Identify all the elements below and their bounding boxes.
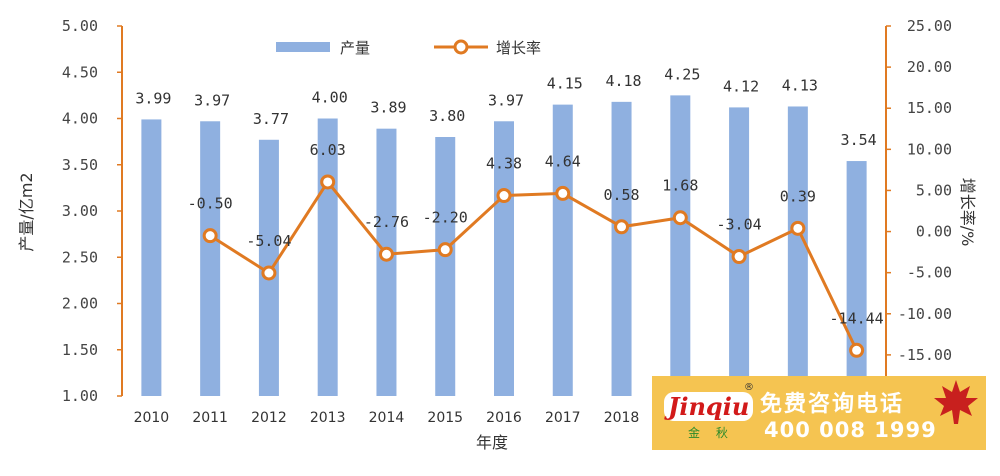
growth-point xyxy=(437,242,453,258)
legend-bar-swatch xyxy=(276,42,330,52)
growth-value-label: 0.39 xyxy=(780,187,816,205)
bar-value-label: 3.97 xyxy=(194,91,230,109)
x-tick-label: 2017 xyxy=(545,410,581,426)
growth-value-labels: -0.50 -5.04 6.03 -2.76 -2.20 4.38 4.64 0.58 1.68… xyxy=(188,141,884,327)
growth-value-label: -3.04 xyxy=(716,216,761,234)
right-tick-label: 5.00 xyxy=(916,181,952,199)
bar xyxy=(787,106,808,396)
bar-value-label: 3.97 xyxy=(488,91,524,109)
growth-point xyxy=(731,249,747,265)
growth-point xyxy=(555,185,571,201)
x-tick-label: 2018 xyxy=(604,410,640,426)
left-tick-label: 3.00 xyxy=(62,202,98,220)
bar-value-label: 3.80 xyxy=(429,107,465,125)
x-tick-label: 2013 xyxy=(310,410,346,426)
growth-point xyxy=(849,342,865,358)
bar-value-label: 4.13 xyxy=(782,76,818,94)
ad-registered-mark: ® xyxy=(744,382,754,393)
bar-value-label: 3.99 xyxy=(135,89,171,107)
bar-value-labels: 3.99 3.97 3.77 4.00 3.89 3.80 3.97 4.15 4.18 4.25… xyxy=(135,65,876,149)
x-axis-title: 年度 xyxy=(476,433,508,452)
left-tick-label: 5.00 xyxy=(62,17,98,35)
bar-value-label: 4.25 xyxy=(664,65,700,83)
growth-point xyxy=(614,219,630,235)
growth-point xyxy=(261,265,277,281)
left-tick-label: 1.00 xyxy=(62,387,98,405)
bar-value-label: 4.18 xyxy=(605,72,641,90)
right-axis-title: 增长率/% xyxy=(958,178,977,247)
growth-value-label: -0.50 xyxy=(188,195,233,213)
left-tick-label: 2.50 xyxy=(62,248,98,266)
right-tick-label: 10.00 xyxy=(907,140,952,158)
ad-title: 免费咨询电话 xyxy=(760,392,905,417)
growth-point xyxy=(378,246,394,262)
bar-value-label: 3.77 xyxy=(253,110,289,128)
x-tick-label: 2016 xyxy=(486,410,522,426)
left-axis-ticks: 1.00 1.50 2.00 2.50 3.00 3.50 4.00 4.50 5.00 xyxy=(62,17,122,405)
ad-phone-number[interactable]: 400 008 1999 xyxy=(764,418,937,442)
growth-point xyxy=(672,210,688,226)
growth-point xyxy=(496,188,512,204)
legend: 产量 增长率 xyxy=(276,39,541,57)
growth-point xyxy=(202,228,218,244)
bar xyxy=(435,137,456,396)
bar xyxy=(846,161,867,396)
right-tick-label: -10.00 xyxy=(898,305,952,323)
x-tick-label: 2011 xyxy=(192,410,228,426)
growth-point xyxy=(790,220,806,236)
growth-line xyxy=(202,174,865,358)
advertisement-banner[interactable]: Jinqiu ® 金 秋 免费咨询电话 400 008 1999 xyxy=(652,376,986,450)
x-axis-ticks: 2010 2011 2012 2013 2014 2015 2016 2017 2018 xyxy=(134,410,640,426)
growth-value-label: 4.64 xyxy=(545,152,581,170)
bar xyxy=(552,104,573,396)
ad-brand-logo: Jinqiu xyxy=(664,392,754,421)
x-tick-label: 2014 xyxy=(369,410,405,426)
growth-value-label: 1.68 xyxy=(662,177,698,195)
growth-value-label: 6.03 xyxy=(310,141,346,159)
growth-value-label: 4.38 xyxy=(486,155,522,173)
left-axis-title: 产量/亿m2 xyxy=(17,172,36,251)
growth-value-label: -2.20 xyxy=(423,209,468,227)
legend-bar-label: 产量 xyxy=(340,39,370,57)
right-tick-label: 25.00 xyxy=(907,17,952,35)
right-tick-label: -5.00 xyxy=(907,264,952,282)
growth-value-label: -14.44 xyxy=(830,309,884,327)
left-tick-label: 4.50 xyxy=(62,63,98,81)
left-tick-label: 2.00 xyxy=(62,295,98,313)
growth-point xyxy=(320,174,336,190)
bar xyxy=(670,95,691,396)
right-tick-label: -15.00 xyxy=(898,346,952,364)
x-tick-label: 2010 xyxy=(134,410,170,426)
bar xyxy=(141,119,162,397)
x-tick-label: 2012 xyxy=(251,410,287,426)
bar-value-label: 3.89 xyxy=(370,99,406,117)
growth-value-label: 0.58 xyxy=(603,186,639,204)
left-tick-label: 4.00 xyxy=(62,110,98,128)
left-tick-label: 3.50 xyxy=(62,156,98,174)
bar xyxy=(317,118,338,396)
bar xyxy=(376,128,397,397)
x-tick-label: 2015 xyxy=(427,410,463,426)
right-axis-ticks: -20.00-15.00-10.00-5.000.005.0010.0015.0… xyxy=(886,17,952,405)
left-tick-label: 1.50 xyxy=(62,341,98,359)
right-tick-label: 0.00 xyxy=(916,223,952,241)
maple-leaf-icon xyxy=(934,380,978,424)
bar-value-label: 4.12 xyxy=(723,77,759,95)
legend-line-marker xyxy=(453,39,469,55)
right-tick-label: 15.00 xyxy=(907,99,952,117)
bar-value-label: 3.54 xyxy=(841,131,877,149)
bar-value-label: 4.00 xyxy=(312,89,348,107)
bar xyxy=(611,101,632,396)
bar xyxy=(200,121,221,397)
legend-line-label: 增长率 xyxy=(496,39,541,57)
growth-polyline xyxy=(209,179,858,351)
growth-value-label: -5.04 xyxy=(246,232,291,250)
bar-value-label: 4.15 xyxy=(547,75,583,93)
right-tick-label: 20.00 xyxy=(907,58,952,76)
ad-brand-chinese: 金 秋 xyxy=(688,426,734,440)
growth-value-label: -2.76 xyxy=(364,213,409,231)
